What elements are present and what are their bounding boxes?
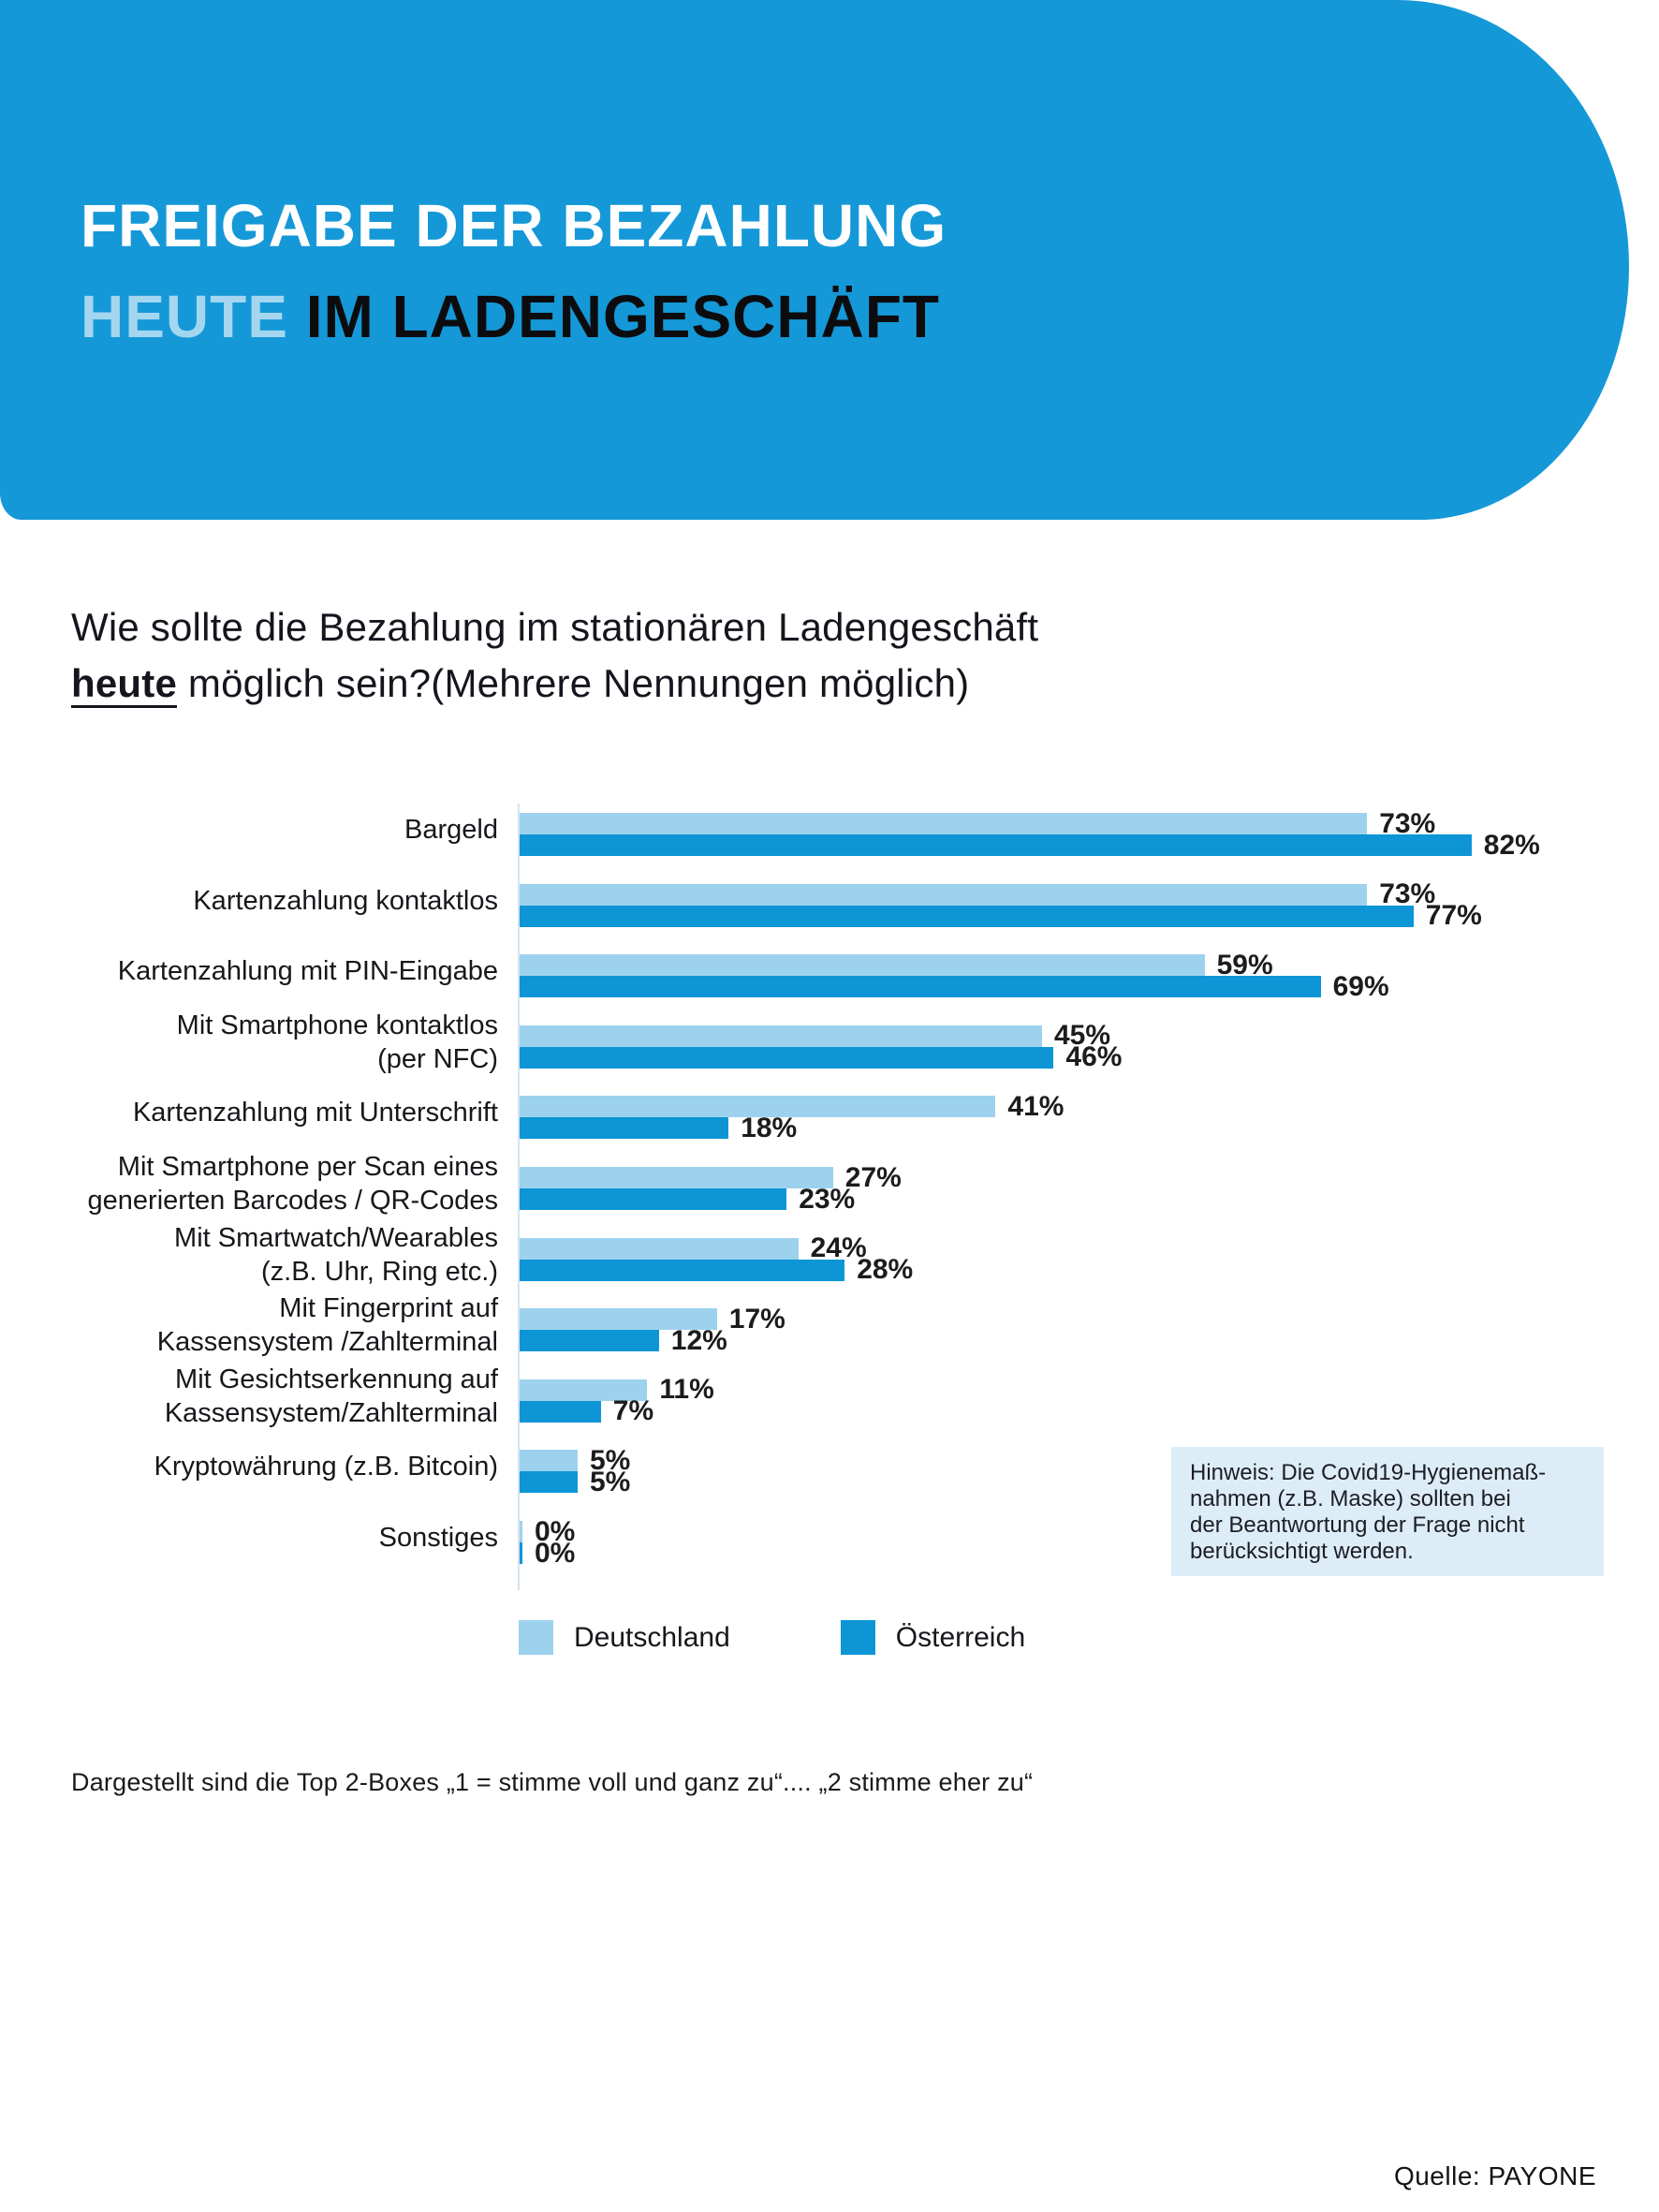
value-label-oesterreich: 69% (1332, 970, 1389, 1002)
category-label: Bargeld (404, 815, 498, 845)
header-banner: FREIGABE DER BEZAHLUNG HEUTE IM LADENGES… (0, 0, 1629, 520)
category-label: Mit Smartwatch/Wearables (z.B. Uhr, Ring… (174, 1222, 498, 1287)
value-label-oesterreich: 46% (1065, 1041, 1123, 1073)
question-line1: Wie sollte die Bezahlung im stationären … (71, 605, 1039, 649)
category-label: Sonstiges (378, 1523, 498, 1553)
value-label-deutschland: 45% (1054, 1020, 1111, 1052)
value-label-deutschland: 59% (1216, 949, 1273, 981)
legend-label: Österreich (895, 1621, 1026, 1653)
bar-oesterreich (520, 1259, 845, 1281)
legend-swatch (519, 1620, 553, 1655)
bar-deutschland (520, 883, 1368, 906)
category-label: Kryptowährung (z.B. Bitcoin) (154, 1452, 498, 1482)
value-label-oesterreich: 0% (535, 1537, 576, 1569)
value-label-deutschland: 5% (590, 1444, 631, 1476)
category-label: Mit Fingerprint auf Kassensystem /Zahlte… (156, 1293, 498, 1358)
page-title-line1: FREIGABE DER BEZAHLUNG (81, 192, 947, 259)
bar-oesterreich (520, 834, 1472, 856)
legend-swatch (840, 1620, 875, 1655)
bar-deutschland (520, 1237, 799, 1260)
value-label-oesterreich: 82% (1483, 829, 1540, 861)
page-title-highlight: HEUTE (81, 283, 288, 350)
bar-deutschland (520, 1521, 522, 1542)
value-label-deutschland: 73% (1379, 878, 1436, 910)
footnote: Dargestellt sind die Top 2-Boxes „1 = st… (71, 1768, 1034, 1796)
question-keyword-heute: heute (71, 661, 178, 705)
legend-item-sterreich: Österreich (840, 1620, 1026, 1655)
legend-label: Deutschland (574, 1621, 730, 1653)
question-line2: heute möglich sein?(Mehrere Nennungen mö… (71, 656, 1038, 712)
category-label: Mit Gesichtserkennung auf Kassensystem/Z… (164, 1364, 498, 1428)
axis-line (518, 804, 520, 1590)
bar-deutschland (520, 813, 1368, 834)
value-label-deutschland: 73% (1379, 807, 1436, 839)
value-label-oesterreich: 77% (1425, 900, 1482, 932)
value-label-deutschland: 24% (810, 1232, 867, 1264)
bar-deutschland (520, 1167, 833, 1188)
value-label-oesterreich: 18% (741, 1112, 798, 1143)
bar-deutschland (520, 1025, 1042, 1047)
bar-oesterreich (520, 1330, 659, 1352)
value-label-oesterreich: 5% (590, 1466, 631, 1497)
bar-oesterreich (520, 905, 1414, 927)
bar-oesterreich (520, 1188, 787, 1210)
bar-oesterreich (520, 976, 1321, 998)
bar-chart: Bargeld 73% 82% Kartenzahlung kontaktlos 73%… (87, 804, 1540, 1590)
value-label-deutschland: 11% (659, 1374, 714, 1406)
bar-oesterreich (520, 1046, 1054, 1069)
bar-oesterreich (520, 1542, 522, 1564)
category-label: Mit Smartphone kontaktlos (per NFC) (176, 1010, 498, 1074)
note-box: Hinweis: Die Covid19-Hygienemaß- nahmen … (1171, 1447, 1604, 1576)
category-label: Kartenzahlung kontaktlos (193, 885, 498, 916)
value-label-deutschland: 0% (535, 1515, 576, 1547)
survey-question: Wie sollte die Bezahlung im stationären … (71, 599, 1038, 712)
legend-item-deutschland: Deutschland (519, 1620, 730, 1655)
bar-deutschland (520, 954, 1205, 977)
bar-deutschland (520, 1308, 717, 1331)
value-label-oesterreich: 7% (612, 1395, 654, 1427)
value-label-deutschland: 41% (1007, 1090, 1064, 1122)
bar-deutschland (520, 1096, 996, 1118)
category-label: Mit Smartphone per Scan eines generierte… (87, 1152, 498, 1216)
page-title-line2-rest: IM LADENGESCHÄFT (287, 283, 940, 350)
category-label: Kartenzahlung mit PIN-Eingabe (117, 956, 498, 987)
page-title-line2: HEUTE IM LADENGESCHÄFT (81, 286, 940, 347)
bar-oesterreich (520, 1471, 578, 1494)
source-label: Quelle: PAYONE (1393, 2161, 1596, 2190)
bar-oesterreich (520, 1117, 729, 1140)
bar-oesterreich (520, 1400, 601, 1423)
bar-deutschland (520, 1450, 578, 1472)
question-line2-rest: möglich sein?(Mehrere Nennungen möglich) (177, 661, 970, 705)
legend: Deutschland Österreich (519, 1620, 1025, 1655)
value-label-deutschland: 27% (844, 1161, 902, 1193)
bar-deutschland (520, 1379, 648, 1401)
value-label-oesterreich: 28% (857, 1254, 914, 1286)
value-label-oesterreich: 12% (670, 1324, 727, 1356)
category-label: Kartenzahlung mit Unterschrift (132, 1098, 498, 1128)
value-label-oesterreich: 23% (799, 1183, 856, 1215)
value-label-deutschland: 17% (728, 1303, 785, 1335)
